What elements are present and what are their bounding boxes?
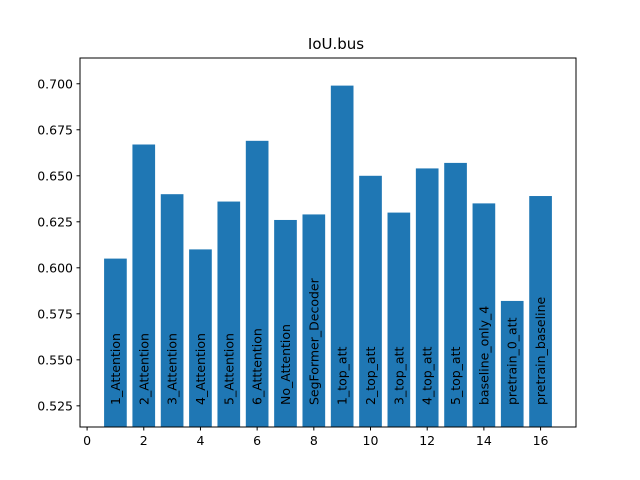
y-tick-label-2: 0.575 (37, 306, 73, 321)
bar-label-1: 1_Attention (108, 333, 123, 405)
bars-layer (104, 85, 552, 428)
bar-1 (104, 258, 127, 427)
bar-label-6: 6_Atttention (250, 328, 265, 405)
bar-label-16: pretrain_baseline (533, 296, 548, 405)
bar-2 (132, 144, 156, 427)
y-tick-label-6: 0.675 (37, 122, 73, 137)
bar-label-13: 5_top_att (448, 347, 463, 405)
bar-label-12: 4_top_att (420, 347, 435, 405)
bar-9 (330, 85, 354, 428)
x-tick-label-0: 0 (83, 433, 91, 448)
y-tick-label-4: 0.625 (37, 214, 73, 229)
bar-11 (387, 212, 411, 427)
x-tick-label-2: 4 (196, 433, 204, 448)
bar-15 (500, 300, 524, 427)
y-tick-label-7: 0.700 (37, 76, 73, 91)
bar-4 (189, 249, 212, 427)
y-tick-label-0: 0.525 (37, 398, 73, 413)
bar-label-14: baseline_only_4 (476, 306, 491, 405)
plot-frame (79, 57, 577, 428)
bar-label-11: 3_top_att (391, 347, 406, 405)
y-tick-label-1: 0.550 (37, 352, 73, 367)
x-tick-label-3: 6 (253, 433, 261, 448)
bar-label-8: SegFormer_Decoder (306, 277, 321, 405)
x-axis: 0 2 4 6 8 10 12 14 16 (83, 427, 549, 448)
y-axis: 0.525 0.550 0.575 0.600 0.625 0.650 0.675 0.700 (37, 76, 80, 413)
bar-13 (444, 162, 467, 427)
x-tick-label-7: 14 (476, 433, 492, 448)
bar-12 (415, 168, 439, 428)
y-tick-label-3: 0.600 (37, 260, 73, 275)
bar-labels-layer: 1_Attention 2_Attention 3_Attention 4_Atten… (108, 277, 548, 405)
x-tick-label-6: 12 (419, 433, 435, 448)
bar-label-15: pretrain_0_att (505, 317, 520, 405)
x-tick-label-1: 2 (140, 433, 148, 448)
bar-6 (245, 140, 269, 427)
bar-3 (160, 194, 184, 427)
bar-label-4: 4_Attention (193, 333, 208, 405)
bar-label-10: 2_top_att (363, 347, 378, 405)
bar-label-5: 5_Attention (221, 333, 236, 405)
x-tick-label-8: 16 (533, 433, 549, 448)
bar-14 (472, 203, 496, 427)
bar-7 (274, 219, 297, 427)
bar-label-7: No_Attention (278, 324, 293, 405)
bar-5 (217, 201, 241, 427)
bar-10 (359, 175, 382, 427)
x-tick-label-5: 10 (363, 433, 379, 448)
bar-8 (302, 214, 326, 427)
x-tick-label-4: 8 (310, 433, 318, 448)
bar-label-3: 3_Attention (165, 333, 180, 405)
bar-label-2: 2_Attention (136, 333, 151, 405)
chart-title: IoU.bus (308, 35, 364, 53)
bar-label-9: 1_top_att (335, 347, 350, 405)
bar-16 (529, 196, 552, 427)
y-tick-label-5: 0.650 (37, 168, 73, 183)
